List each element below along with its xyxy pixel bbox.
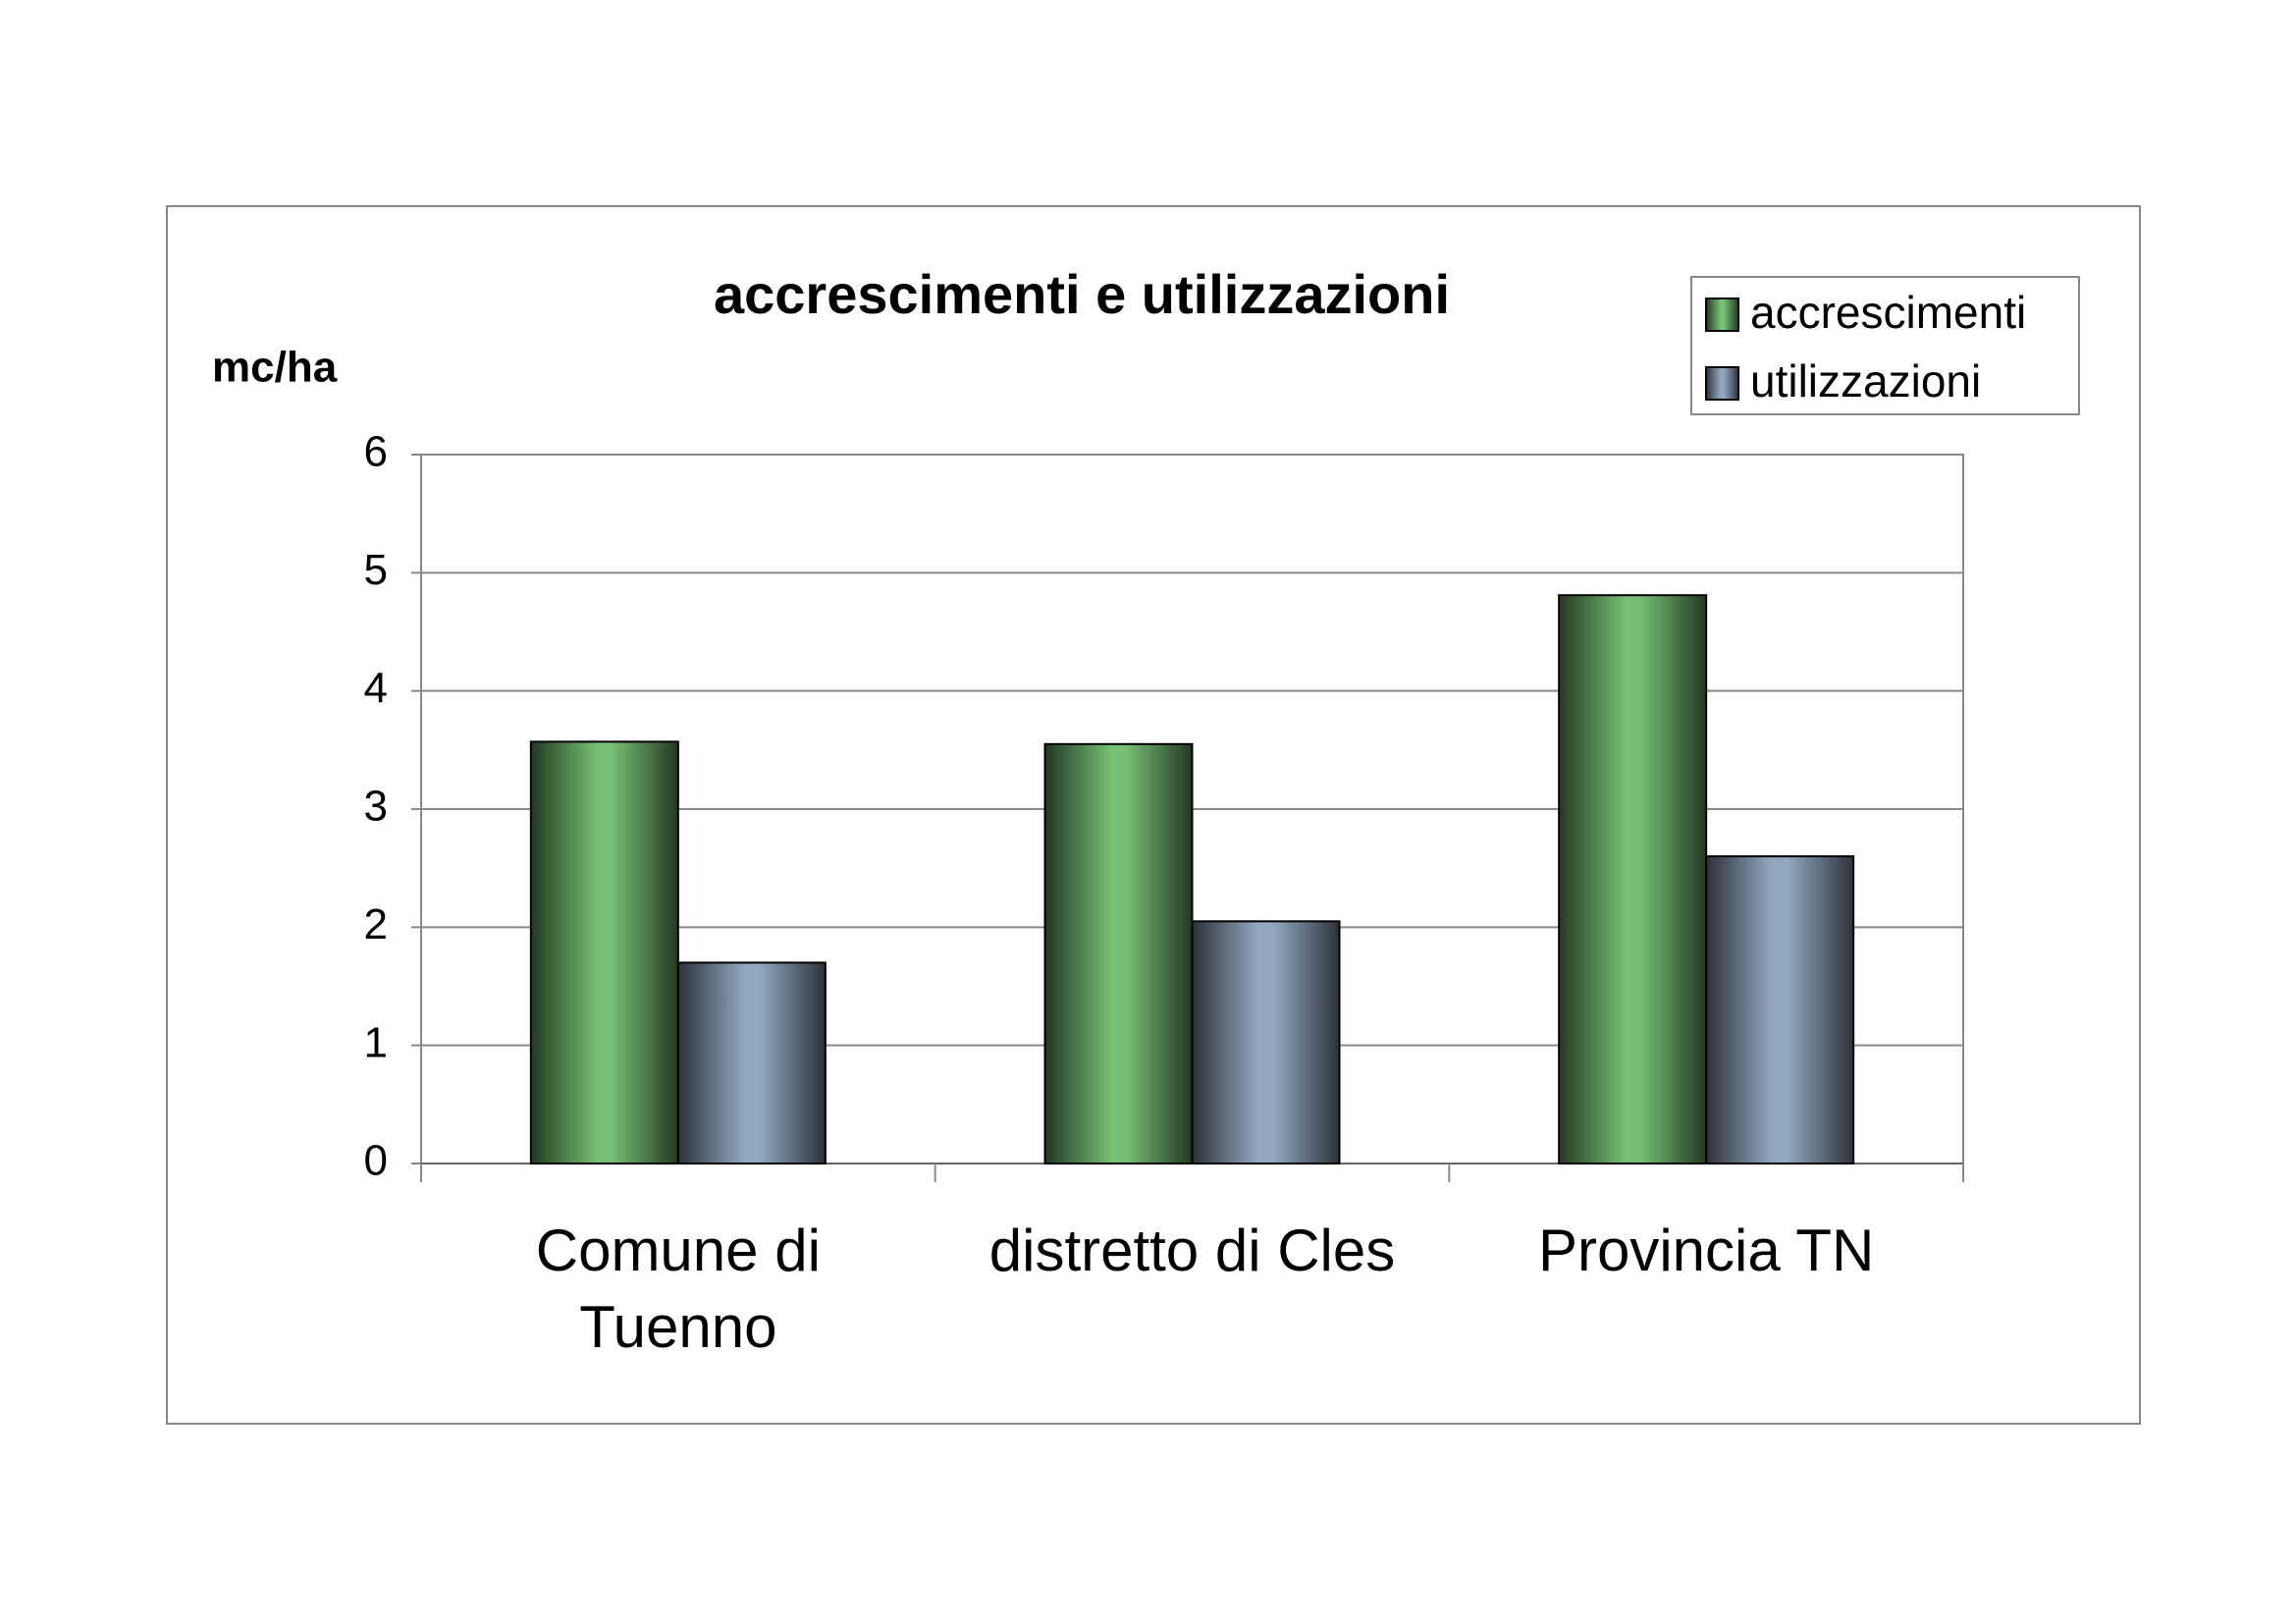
chart-title: accrescimenti e utilizzazioni: [714, 263, 1450, 325]
bar: [1558, 594, 1708, 1164]
x-tick-label: distretto di Cles: [988, 1218, 1396, 1283]
legend-label: accrescimenti: [1750, 287, 2026, 338]
bar: [1191, 920, 1341, 1164]
y-tick-label: 2: [364, 900, 388, 948]
y-tick-label: 6: [364, 428, 388, 476]
y-tick-label: 0: [364, 1137, 388, 1185]
y-axis-label: mc/ha: [212, 344, 338, 392]
bar: [1043, 742, 1194, 1164]
y-tick-label: 5: [364, 546, 388, 594]
x-tick-label: Comune di Tuenno: [535, 1218, 821, 1360]
legend-swatch: [1705, 366, 1739, 401]
y-tick-label: 3: [364, 783, 388, 831]
x-tick-label: Provincia TN: [1537, 1218, 1875, 1283]
bar: [676, 961, 827, 1165]
bar: [1705, 855, 1855, 1165]
bar: [529, 740, 679, 1164]
y-tick-label: 1: [364, 1018, 388, 1066]
legend-swatch: [1705, 298, 1739, 332]
y-tick-label: 4: [364, 664, 388, 712]
legend-box: [1690, 276, 2080, 415]
legend-label: utilizzazioni: [1750, 355, 1981, 406]
